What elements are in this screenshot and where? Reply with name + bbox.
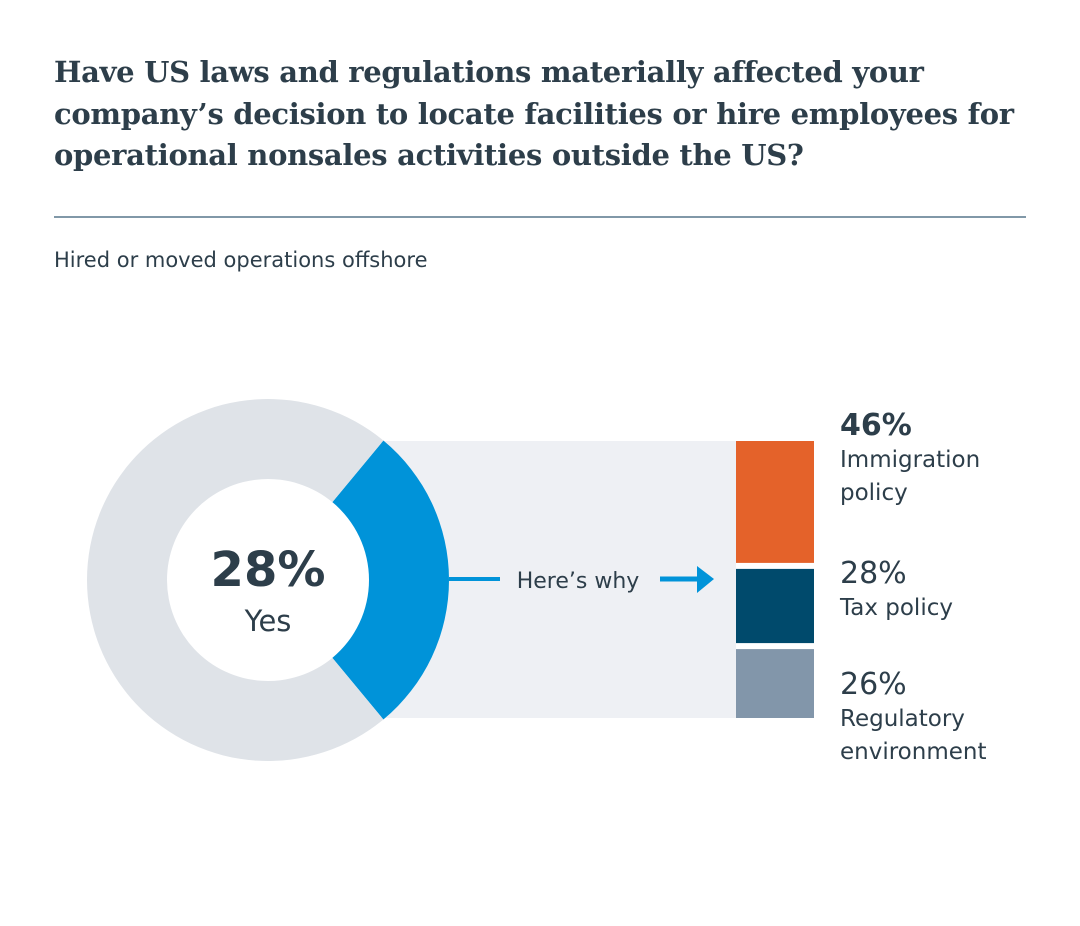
bar-value-label: 26% xyxy=(840,667,907,702)
bar-segment-regulatory-environment xyxy=(736,649,814,718)
bar-label: 46% Immigration policy xyxy=(840,408,980,510)
bar-segment-immigration-policy xyxy=(736,441,814,563)
stacked-bar xyxy=(736,441,814,718)
chart-subtitle: Hired or moved operations offshore xyxy=(54,248,428,272)
arrow-right-icon xyxy=(660,566,714,593)
connector-label: Here’s why xyxy=(517,569,640,594)
donut-slice-yes xyxy=(332,440,449,720)
chart-title: Have US laws and regulations materially … xyxy=(54,55,1014,172)
bar-value-label: 28% xyxy=(840,556,907,591)
bar-category-label: environment xyxy=(840,739,987,765)
bar-category-label: policy xyxy=(840,480,908,506)
bar-label: 26% Regulatory environment xyxy=(840,667,986,769)
bar-category-label: Immigration xyxy=(840,447,981,473)
donut-chart xyxy=(87,399,449,761)
bar-value-label: 46% xyxy=(840,408,912,443)
bar-segment-tax-policy xyxy=(736,568,814,644)
title-divider xyxy=(54,216,1026,218)
bar-category-label: Regulatory xyxy=(840,706,965,732)
donut-center-label: Yes xyxy=(244,604,292,638)
donut-slice-remainder xyxy=(87,399,384,761)
bar-label: 28% Tax policy xyxy=(840,556,953,625)
donut-center-value: 28% xyxy=(211,542,326,598)
bar-category-label: Tax policy xyxy=(840,595,953,621)
